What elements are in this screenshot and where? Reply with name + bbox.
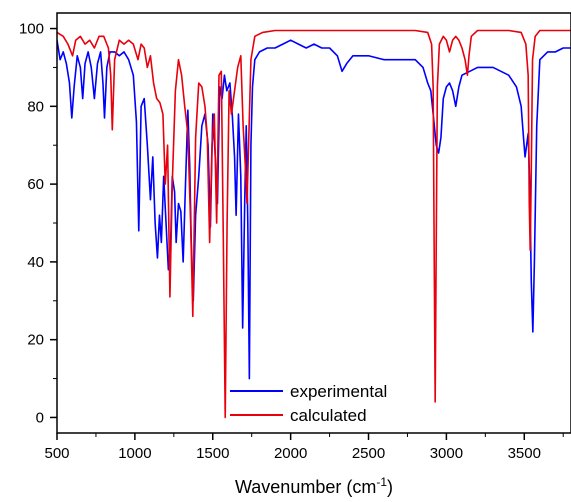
y-tick-label-0: 0: [36, 409, 44, 426]
legend-label-calculated: calculated: [290, 406, 367, 425]
x-tick-label-2500: 2500: [352, 445, 385, 462]
x-tick-label-1500: 1500: [196, 445, 229, 462]
x-axis: 500 1000 1500 2000 2500 3000 3500: [44, 433, 564, 462]
x-tick-label-1000: 1000: [118, 445, 151, 462]
y-tick-label-60: 60: [27, 176, 44, 193]
x-tick-label-3000: 3000: [430, 445, 463, 462]
y-axis: 0 20 40 60 80 100: [19, 21, 57, 426]
legend-label-experimental: experimental: [290, 382, 387, 401]
y-tick-label-20: 20: [27, 332, 44, 349]
legend: experimental calculated: [230, 382, 387, 425]
x-axis-label-superscript: -1: [376, 475, 387, 489]
series-line-calculated: [57, 29, 571, 419]
x-axis-label: Wavenumber (cm-1): [235, 475, 393, 497]
y-tick-label-40: 40: [27, 254, 44, 271]
x-tick-label-3500: 3500: [508, 445, 541, 462]
y-tick-label-80: 80: [27, 98, 44, 115]
series-line-experimental: [57, 39, 571, 380]
series-layer: [57, 29, 571, 419]
y-tick-label-100: 100: [19, 21, 44, 38]
x-axis-label-close: ): [387, 477, 393, 497]
x-tick-label-500: 500: [44, 445, 69, 462]
x-tick-label-2000: 2000: [274, 445, 307, 462]
